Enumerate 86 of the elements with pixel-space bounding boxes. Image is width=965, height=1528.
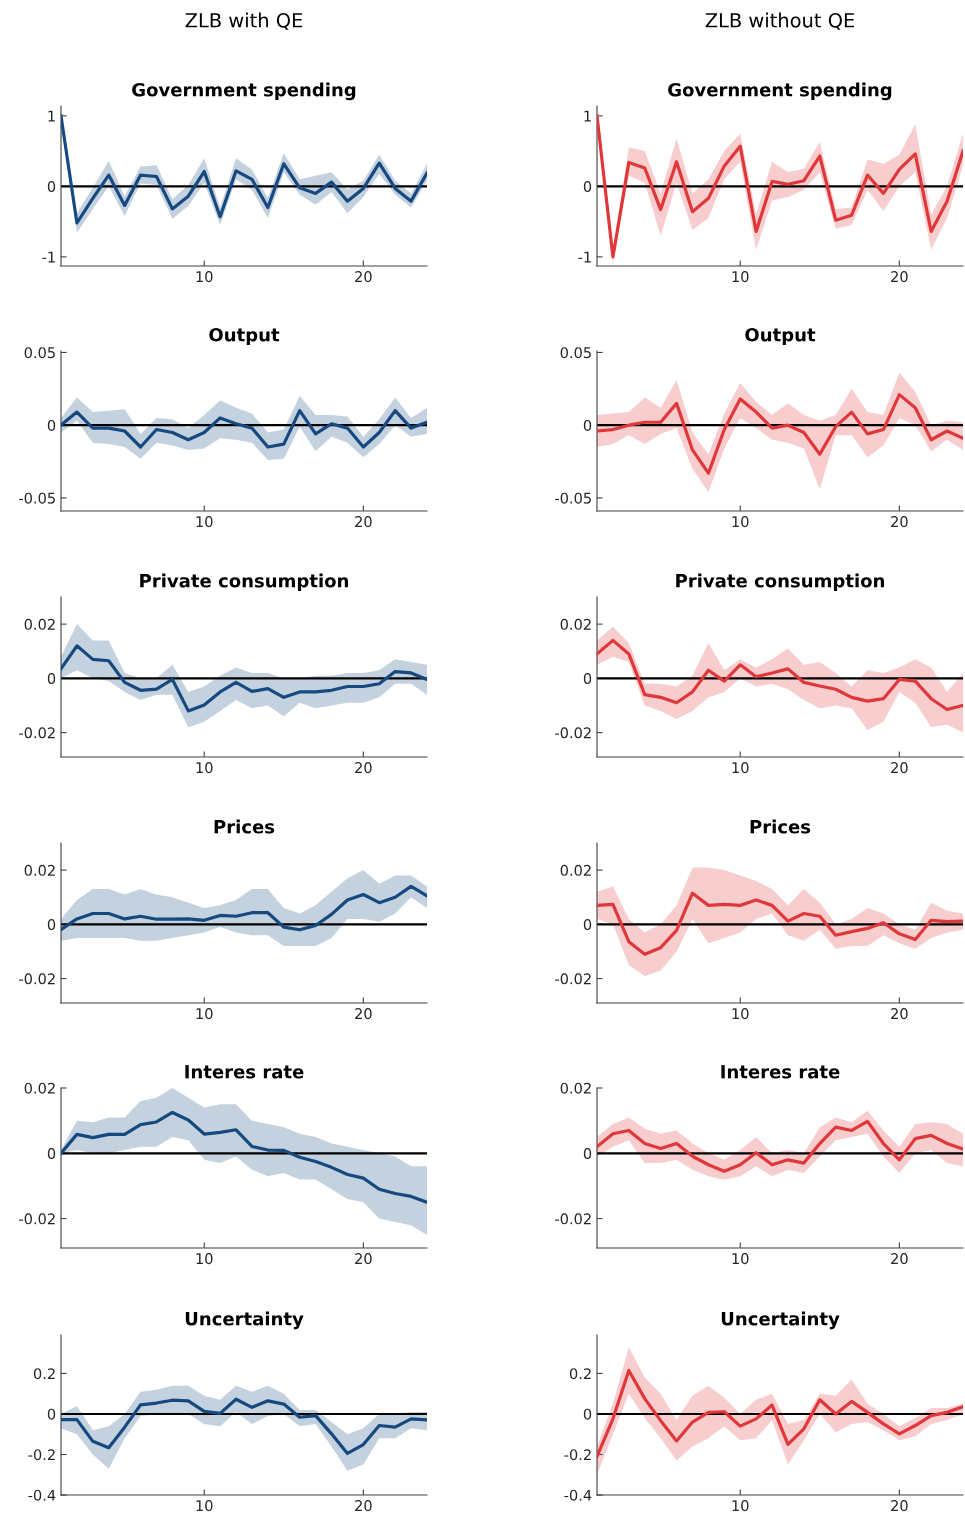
x-tick-label: 20 [891, 1253, 908, 1265]
x-tick-label: 10 [732, 1253, 749, 1265]
chart-title: Uncertainty [721, 1311, 840, 1330]
x-tick-label: 20 [891, 516, 908, 528]
x-tick-label: 20 [355, 1253, 372, 1265]
x-tick-label: 20 [355, 516, 372, 528]
line-series [61, 409, 427, 449]
y-tick-label: -1 [42, 251, 55, 263]
y-tick-label: -0.2 [28, 1449, 55, 1461]
y-tick-label: 0 [583, 1408, 592, 1420]
y-tick-label: 0 [47, 673, 56, 685]
y-tick-label: -0.02 [555, 973, 591, 985]
chart-title: Prices [214, 819, 275, 834]
y-tick-label: 0.2 [33, 1368, 55, 1380]
y-tick-label: -0.4 [28, 1489, 56, 1501]
y-tick-label: 0.02 [560, 618, 591, 630]
y-tick-label: 0 [583, 419, 592, 431]
x-tick-label: 20 [355, 271, 372, 283]
y-tick-label: -0.2 [564, 1449, 591, 1461]
x-tick-label: 10 [732, 516, 749, 528]
x-tick-label: 20 [891, 762, 908, 774]
y-tick-label: 0 [583, 181, 592, 193]
line-series [61, 884, 427, 932]
chart-title: Prices [750, 819, 811, 834]
chart-title: Interes rate [185, 1065, 304, 1079]
x-tick-label: 20 [891, 271, 908, 283]
y-tick-label: 0 [47, 1408, 56, 1420]
line-series [597, 1119, 963, 1173]
y-tick-label: -0.02 [19, 727, 55, 739]
chart-title: Interes rate [721, 1065, 840, 1079]
y-tick-label: 0.05 [24, 347, 55, 359]
x-tick-label: 10 [196, 271, 213, 283]
y-tick-label: 1 [48, 110, 55, 122]
y-tick-label: 0 [583, 1148, 592, 1160]
line-series [597, 891, 963, 956]
x-tick-label: 10 [732, 271, 749, 283]
x-tick-label: 10 [196, 1008, 213, 1020]
line-series [597, 393, 963, 475]
x-tick-label: 10 [732, 1008, 749, 1020]
chart-subtitle: ZLB with QE [185, 12, 303, 30]
line-series [61, 1397, 427, 1456]
chart-title: Private consumption [140, 573, 348, 592]
y-tick-label: 0 [47, 919, 56, 931]
y-tick-label: 0.02 [560, 864, 591, 876]
x-tick-label: 20 [355, 1500, 372, 1512]
y-tick-label: -0.4 [564, 1489, 592, 1501]
x-tick-label: 10 [196, 1253, 213, 1265]
chart-title: Government spending [132, 82, 356, 101]
y-tick-label: 0 [583, 919, 592, 931]
x-tick-label: 20 [891, 1008, 908, 1020]
y-tick-label: 0.02 [24, 1082, 55, 1094]
x-tick-label: 10 [196, 1500, 213, 1512]
chart-title: Private consumption [676, 573, 884, 592]
chart-title: Government spending [668, 82, 892, 101]
x-tick-label: 10 [732, 1500, 749, 1512]
y-tick-label: -0.02 [19, 1213, 55, 1225]
y-tick-label: 0 [47, 181, 56, 193]
y-tick-label: -1 [578, 251, 591, 263]
chart-title: Output [745, 327, 816, 346]
x-tick-label: 10 [196, 762, 213, 774]
x-tick-label: 10 [196, 516, 213, 528]
y-tick-label: 1 [584, 110, 591, 122]
y-tick-label: 0 [583, 673, 592, 685]
x-tick-label: 10 [732, 762, 749, 774]
y-tick-label: 0.02 [24, 618, 55, 630]
y-tick-label: -0.05 [19, 492, 55, 504]
chart-title: Uncertainty [185, 1311, 304, 1330]
line-series [61, 644, 427, 713]
y-tick-label: 0 [47, 419, 56, 431]
chart-subtitle: ZLB without QE [705, 12, 855, 30]
y-tick-label: 0 [47, 1148, 56, 1160]
y-tick-label: -0.05 [555, 492, 591, 504]
y-tick-label: 0.05 [560, 347, 591, 359]
line-series [597, 1368, 963, 1459]
x-tick-label: 20 [355, 1008, 372, 1020]
y-tick-label: -0.02 [555, 1213, 591, 1225]
y-tick-label: -0.02 [19, 973, 55, 985]
y-tick-label: -0.02 [555, 727, 591, 739]
x-tick-label: 20 [355, 762, 372, 774]
y-tick-label: 0.02 [560, 1082, 591, 1094]
chart-title: Output [209, 327, 280, 346]
line-series [597, 638, 963, 712]
y-tick-label: 0.2 [569, 1368, 591, 1380]
x-tick-label: 20 [891, 1500, 908, 1512]
y-tick-label: 0.02 [24, 864, 55, 876]
line-series [61, 1110, 427, 1204]
